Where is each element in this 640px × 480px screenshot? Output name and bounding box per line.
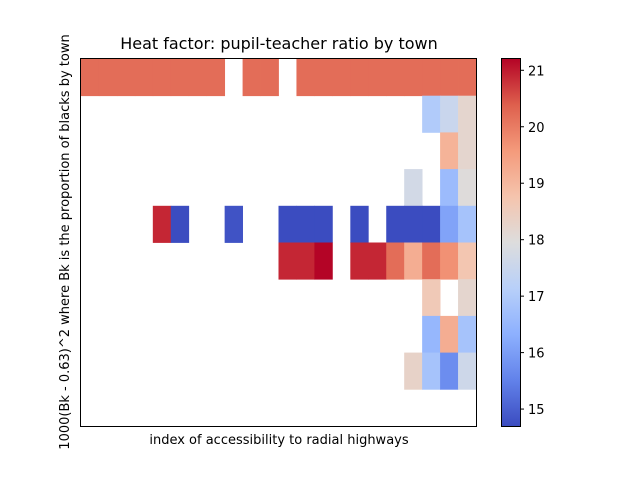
heatmap-cell xyxy=(170,59,190,97)
x-axis-label: index of accessibility to radial highway… xyxy=(149,433,408,448)
heatmap-cell xyxy=(458,132,477,170)
heatmap-cell xyxy=(440,315,459,353)
heatmap-cell xyxy=(260,59,279,97)
heatmap-cell xyxy=(458,315,477,353)
heatmap-cell xyxy=(368,242,387,280)
heatmap-cell xyxy=(314,59,333,97)
heatmap-cell xyxy=(422,205,441,243)
heatmap-cell xyxy=(242,59,261,97)
heatmap-cell xyxy=(368,59,387,97)
heatmap-cell xyxy=(314,242,333,280)
heatmap-cell xyxy=(152,59,172,97)
heatmap-cell xyxy=(98,59,118,97)
colorbar-ticks: 15 16 17 18 19 20 21 xyxy=(520,64,545,418)
heatmap-cell xyxy=(278,242,297,280)
heatmap-cell xyxy=(350,59,369,97)
heatmap-cell xyxy=(422,352,441,390)
heatmap-cell xyxy=(116,59,136,97)
heatmap-cell xyxy=(296,59,315,97)
heatmap-cell xyxy=(206,59,226,97)
heatmap-cell xyxy=(332,59,351,97)
heatmap-cell xyxy=(458,352,477,390)
colorbar: 15 16 17 18 19 20 21 xyxy=(501,58,545,427)
heatmap-cell xyxy=(440,169,459,207)
colorbar-tick-label: 20 xyxy=(528,121,545,136)
heatmap-cell xyxy=(404,59,423,97)
heatmap-cell xyxy=(458,59,477,97)
heatmap-cell xyxy=(458,205,477,243)
heatmap-cell xyxy=(404,169,423,207)
heatmap-cell xyxy=(296,242,315,280)
heatmap-cell xyxy=(314,205,333,243)
heatmap-cell xyxy=(422,315,441,353)
heatmap-cell xyxy=(440,59,459,97)
heatmap-cell xyxy=(386,59,405,97)
heatmap-cell xyxy=(386,205,405,243)
heatmap-cell xyxy=(278,205,297,243)
heatmap-cell xyxy=(386,242,405,280)
heatmap-cell xyxy=(440,95,459,133)
heatmap-cell xyxy=(440,242,459,280)
plot-frame xyxy=(80,58,477,427)
colorbar-tick-label: 18 xyxy=(528,234,545,249)
heatmap-cell xyxy=(440,352,459,390)
colorbar-tick-label: 19 xyxy=(528,177,545,192)
y-axis-label: 1000(Bk - 0.63)^2 where Bk is the propor… xyxy=(58,34,73,449)
colorbar-tick-label: 21 xyxy=(528,64,545,79)
heatmap-cell xyxy=(422,279,441,317)
heatmap-cell xyxy=(440,205,459,243)
heatmap-cell xyxy=(81,59,100,97)
chart-title: Heat factor: pupil-teacher ratio by town xyxy=(120,34,438,53)
heatmap-cell xyxy=(152,205,172,243)
heatmap-cell xyxy=(134,59,154,97)
colorbar-frame xyxy=(501,58,521,427)
heatmap-cell xyxy=(350,205,369,243)
heatmap-cell xyxy=(422,95,441,133)
colorbar-gradient xyxy=(501,59,520,426)
heatmap-cell xyxy=(422,242,441,280)
colorbar-tick-label: 16 xyxy=(528,347,545,362)
heatmap-cell xyxy=(458,279,477,317)
heatmap-cell xyxy=(404,205,423,243)
heatmap-cell xyxy=(404,242,423,280)
heatmap-cell xyxy=(440,132,459,170)
heatmap-cell xyxy=(188,59,208,97)
heatmap-cells xyxy=(81,59,477,390)
colorbar-tick-label: 15 xyxy=(528,403,545,418)
heatmap-cell xyxy=(458,242,477,280)
heatmap-cell xyxy=(404,352,423,390)
heatmap-cell xyxy=(296,205,315,243)
heatmap-cell xyxy=(170,205,190,243)
heatmap-cell xyxy=(458,169,477,207)
colorbar-tick-label: 17 xyxy=(528,290,545,305)
heatmap-cell xyxy=(224,205,243,243)
heatmap-cell xyxy=(422,59,441,97)
heatmap-cell xyxy=(350,242,369,280)
heatmap-cell xyxy=(458,95,477,133)
